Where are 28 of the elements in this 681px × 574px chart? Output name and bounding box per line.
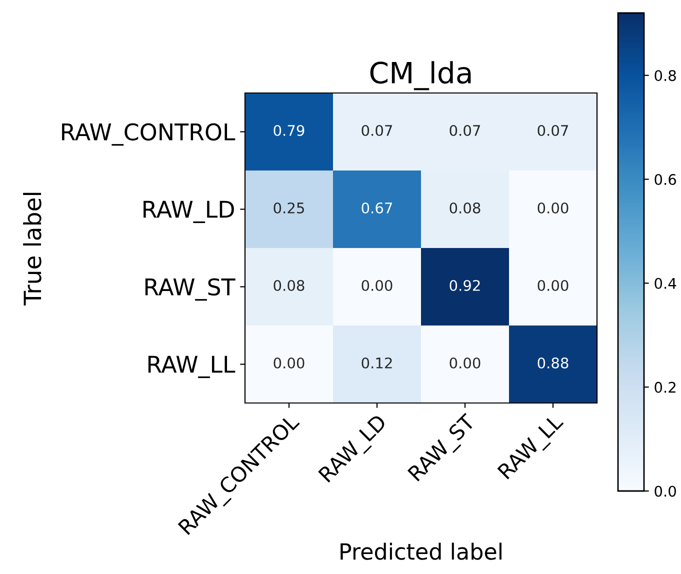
color-bar-label: 0.2: [654, 382, 676, 393]
data-label: 0.00: [362, 280, 392, 291]
data-label: 0.00: [538, 202, 568, 214]
y-tick-label: RAW_CONTROL: [62, 123, 236, 146]
y-tick-label: RAW_LL: [148, 356, 236, 378]
y-tick-label: RAW_LD: [144, 200, 234, 224]
data-label: 0.00: [450, 357, 480, 368]
chart-title: CM_lda: [370, 61, 471, 90]
color-bar-label: 0.8: [654, 70, 676, 82]
color-bar-label: 0.6: [654, 174, 676, 186]
y-tick-label: RAW_ST: [145, 278, 236, 301]
data-label: 0.08: [450, 202, 480, 214]
y-axis-title: True label: [23, 192, 42, 306]
data-label: 0.92: [450, 280, 480, 291]
data-label: 0.88: [538, 357, 568, 368]
color-bar-label: 0.0: [654, 486, 676, 497]
data-label: 0.08: [274, 280, 304, 291]
x-axis-title: Predicted label: [340, 542, 502, 560]
data-label: 0.07: [450, 124, 480, 136]
data-label: 0.00: [274, 357, 304, 368]
color-bar-label: 0.4: [654, 278, 676, 289]
data-label: 0.07: [538, 124, 568, 136]
data-label: 0.67: [362, 202, 392, 214]
data-label: 0.25: [274, 202, 304, 214]
data-label: 0.00: [538, 280, 568, 291]
data-label: 0.12: [362, 357, 392, 368]
data-label: 0.07: [362, 124, 392, 136]
data-label: 0.79: [274, 124, 304, 136]
